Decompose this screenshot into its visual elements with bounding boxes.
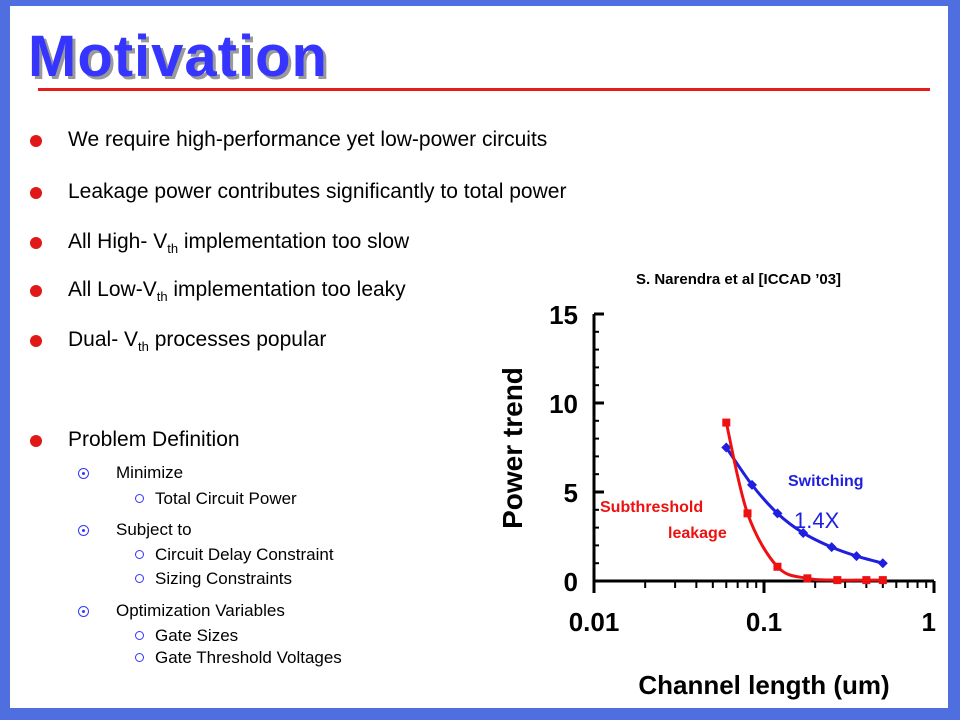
power-trend-chart: 0 5 10 15 0.01 0.1 1 Channel length (um) Power t… — [497, 300, 936, 700]
frame-top — [0, 0, 960, 6]
bullet-dot-icon — [30, 237, 42, 249]
sub-bullet-label: Subject to — [116, 520, 192, 539]
bullet-text-rest: implementation too leaky — [167, 278, 406, 301]
ring-bullet-icon — [135, 574, 144, 583]
ring-bullet-icon — [135, 653, 144, 662]
y-tick-label: 0 — [564, 567, 578, 597]
sub-sub-bullet-text: Total Circuit Power — [155, 489, 297, 508]
annotation-switching: Switching — [788, 473, 864, 490]
series-line-switching — [725, 446, 884, 565]
x-tick-label: 0.1 — [746, 607, 782, 637]
citation: S. Narendra et al [ICCAD ’03] — [636, 271, 842, 288]
bullet-text: Leakage power contributes significantly … — [68, 180, 567, 203]
sub-bullet-label: Minimize — [116, 463, 184, 482]
bullet-dot-icon — [30, 435, 42, 447]
leakage-point — [773, 562, 782, 571]
switching-point — [772, 508, 783, 519]
frame-left — [0, 0, 10, 720]
sub-sub-bullet-text: Sizing Constraints — [155, 569, 293, 588]
chart-container: 0 5 10 15 0.01 0.1 1 Channel length (um) Power t… — [492, 292, 948, 708]
target-bullet-icon — [78, 525, 89, 536]
sub-sub-bullet-text: Circuit Delay Constraint — [155, 545, 334, 564]
bullet-text-main: All High- V — [68, 230, 168, 253]
leakage-point — [833, 576, 842, 585]
leakage-point — [878, 576, 887, 585]
bullet-text-main: Dual- V — [68, 328, 139, 351]
title-underline — [38, 88, 930, 91]
bullet-text-main: All Low-V — [68, 278, 157, 301]
sub-sub-bullet-text: Gate Threshold Voltages — [155, 648, 342, 667]
bullet-dot-icon — [30, 187, 42, 199]
target-bullet-icon — [78, 468, 89, 479]
switching-point — [826, 542, 837, 553]
ring-bullet-icon — [135, 494, 144, 503]
bullet-subscript: th — [138, 339, 149, 354]
x-tick-label: 1 — [922, 607, 936, 637]
bullet-text-rest: processes popular — [148, 328, 327, 351]
switching-point — [721, 442, 732, 453]
annotation-subthreshold: Subthreshold — [600, 499, 703, 516]
switching-point — [798, 527, 809, 538]
leakage-point — [743, 509, 752, 518]
bullet-text: Problem Definition — [68, 428, 240, 451]
bullet-dot-icon — [30, 335, 42, 347]
bullet-subscript: th — [156, 289, 168, 304]
leakage-point — [862, 576, 871, 585]
switching-point — [747, 479, 758, 490]
x-tick-label: 0.01 — [569, 607, 620, 637]
slide-title: Motivation — [28, 24, 328, 89]
bullet-dot-icon — [30, 285, 42, 297]
x-axis-label: Channel length (um) — [638, 670, 889, 700]
switching-point — [877, 558, 888, 569]
leakage-point — [722, 418, 731, 427]
bullet-dot-icon — [30, 135, 42, 147]
switching-point — [851, 551, 862, 562]
annotation-leakage: leakage — [668, 525, 727, 542]
frame-right — [948, 0, 960, 720]
bullet-text: All High- Vth implementation too slow — [68, 230, 410, 256]
ring-bullet-icon — [135, 631, 144, 640]
y-axis-label: Power trend — [497, 367, 528, 529]
ring-bullet-icon — [135, 550, 144, 559]
sub-bullet-label: Optimization Variables — [116, 601, 285, 620]
y-tick-label: 5 — [564, 478, 578, 508]
leakage-point — [803, 574, 812, 583]
y-tick-label: 10 — [549, 389, 578, 419]
bullet-subscript: th — [167, 241, 179, 256]
bullet-text: All Low-Vth implementation too leaky — [68, 278, 406, 304]
annotation-1-4x: 1.4X — [794, 508, 840, 533]
bullet-text: Dual- Vth processes popular — [68, 328, 327, 354]
target-bullet-icon — [78, 606, 89, 617]
sub-sub-bullet-text: Gate Sizes — [155, 626, 239, 645]
bullet-text-rest: implementation too slow — [178, 230, 410, 253]
y-tick-label: 15 — [549, 300, 578, 330]
bullet-text: We require high-performance yet low-powe… — [68, 128, 548, 151]
frame-bottom — [0, 708, 960, 720]
